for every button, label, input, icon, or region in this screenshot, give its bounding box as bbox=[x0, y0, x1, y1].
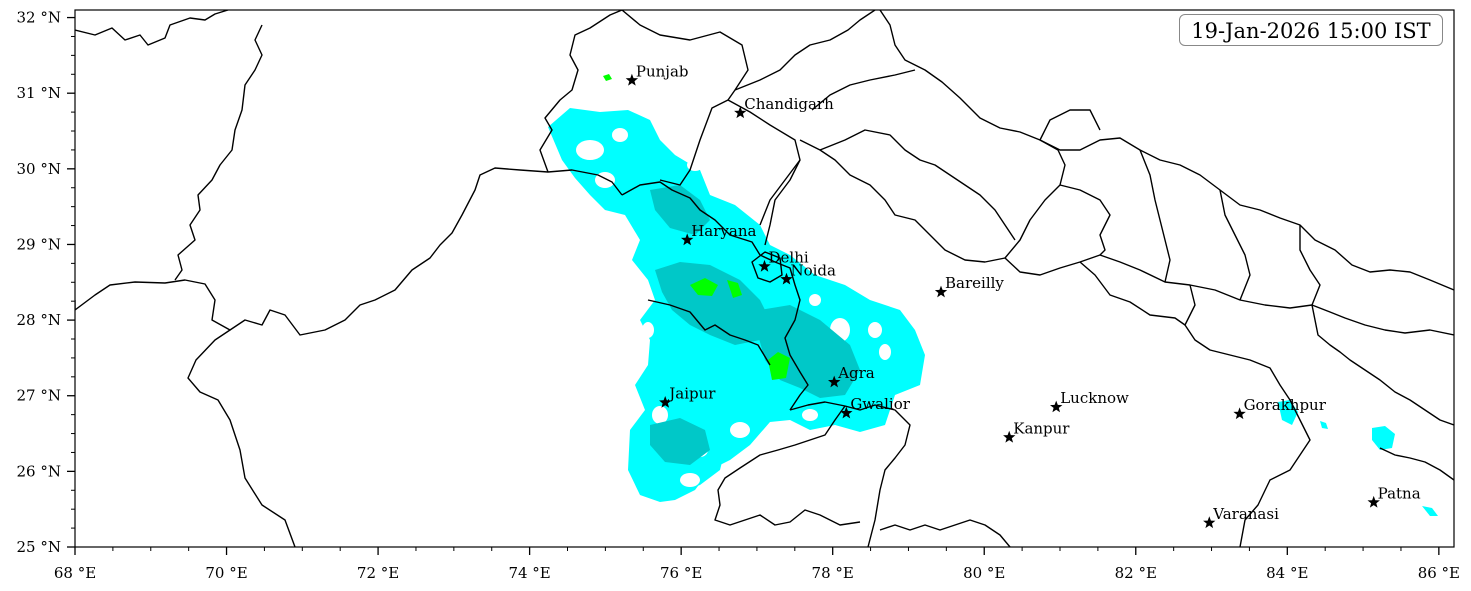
precip-light-east-1 bbox=[1372, 426, 1395, 450]
city-marker-star-icon bbox=[625, 73, 639, 86]
city-label: Lucknow bbox=[1060, 389, 1129, 407]
lon-tick-label: 74 °E bbox=[508, 564, 550, 582]
border-sindh bbox=[187, 329, 296, 547]
city-label: Gwalior bbox=[850, 395, 910, 413]
border-uttarakhand-inner bbox=[819, 129, 1016, 241]
city-marker-star-icon bbox=[758, 259, 771, 272]
border-nepal-provinces-3 bbox=[1219, 189, 1251, 301]
precip-heavy-3 bbox=[768, 352, 790, 380]
timestamp-label: 19-Jan-2026 15:00 IST bbox=[1179, 14, 1443, 46]
border-up-bihar bbox=[1184, 284, 1311, 547]
border-bihar-east bbox=[1311, 304, 1454, 426]
lat-tick-label: 28 °N bbox=[17, 311, 61, 329]
border-nepal-provinces-1 bbox=[1059, 184, 1111, 256]
border-punjab-haryana bbox=[621, 181, 761, 256]
city-label: Bareilly bbox=[945, 274, 1004, 292]
city-label: Kanpur bbox=[1013, 419, 1070, 437]
city-marker-star-icon bbox=[828, 375, 841, 388]
city-label: Punjab bbox=[636, 62, 689, 80]
precip-moderate-4 bbox=[650, 418, 710, 465]
lat-tick-label: 32 °N bbox=[17, 9, 61, 27]
boundary-lines bbox=[75, 10, 1454, 547]
city-marker-star-icon bbox=[1003, 430, 1016, 443]
lat-tick-label: 25 °N bbox=[17, 538, 61, 556]
border-afg-pak bbox=[75, 10, 229, 46]
border-mp-north bbox=[714, 405, 861, 526]
lon-tick-label: 82 °E bbox=[1115, 564, 1157, 582]
city-marker-star-icon bbox=[780, 272, 793, 285]
city-marker-star-icon bbox=[681, 233, 694, 246]
city-marker-star-icon bbox=[659, 396, 672, 408]
city-marker-star-icon bbox=[1367, 495, 1380, 508]
lon-tick-label: 68 °E bbox=[54, 564, 96, 582]
city-label: Noida bbox=[790, 261, 836, 279]
lon-tick-label: 84 °E bbox=[1266, 564, 1308, 582]
city-label: Varanasi bbox=[1212, 505, 1279, 523]
city-label: Jaipur bbox=[667, 385, 716, 403]
lat-axis: 25 °N 26 °N 27 °N 28 °N 29 °N 30 °N 31 °N 32 °N bbox=[17, 9, 75, 556]
precip-light-east-3 bbox=[1422, 506, 1438, 516]
city-label: Agra bbox=[837, 364, 875, 382]
border-rajasthan-mp bbox=[647, 299, 771, 366]
lat-tick-label: 27 °N bbox=[17, 387, 61, 405]
lon-axis: 68 °E 70 °E 72 °E 74 °E 76 °E 78 °E 80 °E 82 °E… bbox=[54, 547, 1460, 582]
city-label: Chandigarh bbox=[744, 95, 834, 113]
precipitation-overlay bbox=[548, 74, 1438, 516]
precip-light-east-4 bbox=[1320, 421, 1328, 429]
border-jk-himachal bbox=[734, 10, 876, 91]
border-haryana-up bbox=[759, 254, 809, 411]
lon-tick-label: 86 °E bbox=[1418, 564, 1460, 582]
border-sindh-punjab bbox=[174, 24, 263, 281]
precip-moderate-3 bbox=[650, 185, 710, 235]
city-label: Patna bbox=[1378, 484, 1421, 502]
city-marker-star-icon bbox=[1233, 407, 1246, 420]
border-up-west-upper bbox=[759, 159, 801, 226]
precip-heavy-4 bbox=[603, 74, 612, 81]
lon-tick-label: 72 °E bbox=[357, 564, 399, 582]
plot-frame bbox=[74, 9, 1455, 548]
border-up-east bbox=[1079, 261, 1186, 326]
border-nepal-north bbox=[1039, 137, 1454, 291]
border-rajasthan-south bbox=[659, 99, 729, 186]
precip-moderate-1 bbox=[655, 262, 770, 345]
precip-heavy-1 bbox=[690, 278, 718, 296]
border-bihar-south bbox=[1379, 447, 1454, 481]
border-mp-up bbox=[789, 401, 911, 547]
border-nepal-provinces-4 bbox=[1299, 225, 1321, 306]
border-nepal-south bbox=[1004, 254, 1454, 336]
lon-tick-label: 78 °E bbox=[812, 564, 854, 582]
city-label: Delhi bbox=[769, 248, 809, 266]
lat-tick-label: 30 °N bbox=[17, 160, 61, 178]
lat-tick-label: 31 °N bbox=[17, 84, 61, 102]
border-up-mp-east bbox=[879, 519, 1011, 547]
city-marker-star-icon bbox=[934, 285, 948, 298]
border-delhi bbox=[751, 251, 783, 283]
lon-tick-label: 70 °E bbox=[205, 564, 247, 582]
border-nepal-provinces-2 bbox=[1139, 149, 1171, 283]
border-india-pak-north bbox=[539, 10, 623, 173]
city-marker-star-icon bbox=[1203, 516, 1216, 529]
city-label: Haryana bbox=[691, 222, 756, 240]
city-label: Gorakhpur bbox=[1244, 396, 1327, 414]
border-pak-west bbox=[75, 167, 623, 336]
lon-tick-label: 76 °E bbox=[660, 564, 702, 582]
city-marker-star-icon bbox=[1050, 400, 1063, 413]
lat-tick-label: 29 °N bbox=[17, 235, 61, 253]
border-nepal-inner-a bbox=[1039, 109, 1101, 141]
border-up-uttarakhand bbox=[799, 10, 1066, 263]
lat-tick-label: 26 °N bbox=[17, 462, 61, 480]
border-himachal-inner bbox=[811, 69, 916, 111]
city-marker-star-icon bbox=[734, 106, 747, 119]
city-marker-star-icon bbox=[840, 406, 853, 419]
lon-tick-label: 80 °E bbox=[963, 564, 1005, 582]
precip-heavy-2 bbox=[727, 280, 742, 298]
